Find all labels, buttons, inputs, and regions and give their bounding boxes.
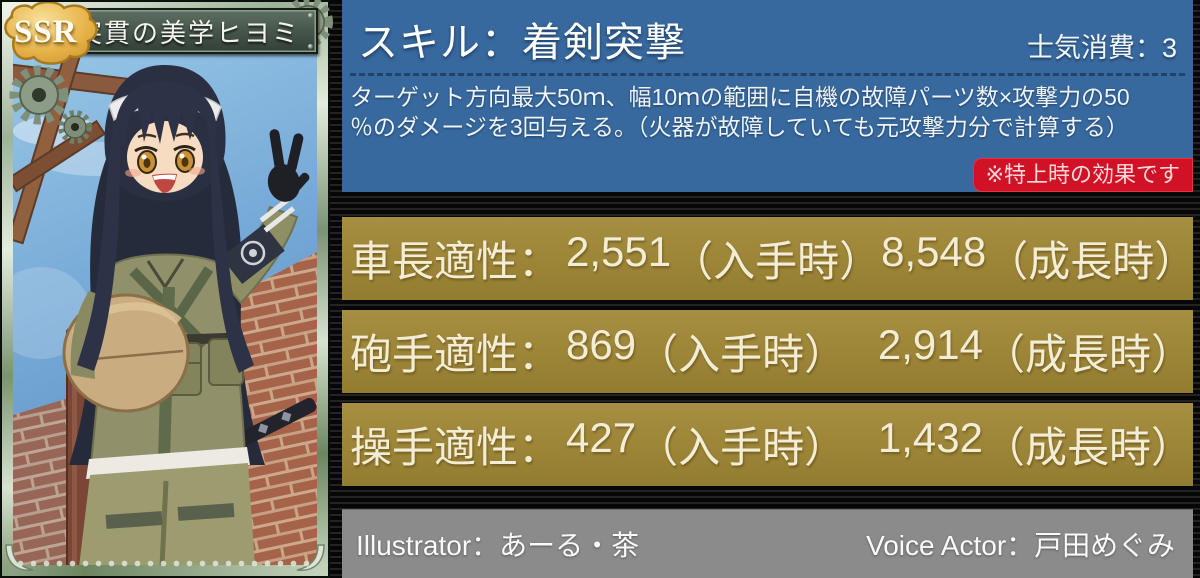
stat-initial-note: （入手時） [636,331,847,378]
character-card[interactable]: 突貫の美学ヒヨミ SSR [0,0,334,578]
stat-grown-group: 2,914 （成長時） [878,321,1193,382]
skill-panel: スキル：着剣突撃 士気消費：3 ターゲット方向最大50ｍ、幅10ｍの範囲に自機の… [342,0,1193,192]
gear-icon [58,110,92,144]
card-title-plate: 突貫の美学ヒヨミ [58,8,318,54]
skill-title: スキル：着剣突撃 [358,21,686,65]
stat-grown-note: （成長時） [986,238,1197,285]
stat-label: 砲手適性： [350,331,561,378]
frame-flourish-icon [5,544,34,571]
stat-initial-group: 427 （入手時） [566,414,878,475]
card-illustration [13,13,317,565]
illustrator-credit: Illustrator：あーる・茶 [356,530,640,561]
stat-row-gunner: 砲手適性： 869 （入手時） 2,914 （成長時） [342,310,1193,393]
stat-grown-value: 2,914 [877,321,983,368]
stat-grown-group: 1,432 （成長時） [878,414,1193,475]
stat-grown-note: （成長時） [982,331,1193,378]
stat-label: 操手適性： [350,424,561,471]
morale-cost: 士気消費：3 [1026,33,1177,63]
stat-initial-note: （入手時） [636,424,847,471]
stat-grown-value: 8,548 [881,228,987,275]
rarity-badge [4,2,98,65]
skill-description: ターゲット方向最大50ｍ、幅10ｍの範囲に自機の故障パーツ数×攻撃力の50 ％の… [342,76,1193,142]
stat-grown-group: 8,548 （成長時） [881,228,1196,289]
stat-initial-group: 2,551 （入手時） [566,228,881,289]
stat-initial-value: 427 [566,414,637,461]
character-artwork [13,13,317,565]
voice-actor-credit: Voice Actor：戸田めぐみ [866,530,1175,561]
stat-label: 車長適性： [350,238,561,285]
stat-grown-value: 1,432 [877,414,983,461]
dashed-divider [350,73,1185,76]
frame-lace-decoration [14,559,316,568]
rarity-label: SSR [14,14,78,50]
card-title: 突貫の美学ヒヨミ [75,17,300,48]
panel-gap [342,300,1193,310]
gear-icon [9,65,69,125]
panel-gap [342,192,1193,217]
skill-info-column: スキル：着剣突撃 士気消費：3 ターゲット方向最大50ｍ、幅10ｍの範囲に自機の… [342,0,1196,578]
panel-gap [342,486,1193,509]
stat-initial-note: （入手時） [671,238,882,285]
frame-flourish-icon [296,544,325,571]
skill-description-line2: ％のダメージを3回与える。（火器が故障していても元攻撃力分で計算する） [350,114,1129,140]
stat-initial-value: 2,551 [566,228,672,275]
stat-initial-value: 869 [566,321,637,368]
stat-row-commander: 車長適性： 2,551 （入手時） 8,548 （成長時） [342,217,1196,300]
stat-initial-group: 869 （入手時） [566,321,878,382]
special-effect-badge: ※特上時の効果です [972,158,1193,192]
panel-gap [342,393,1193,403]
stat-grown-note: （成長時） [982,424,1193,471]
stat-row-driver: 操手適性： 427 （入手時） 1,432 （成長時） [342,403,1193,486]
skill-header: スキル：着剣突撃 士気消費：3 [342,0,1193,68]
skill-description-line1: ターゲット方向最大50ｍ、幅10ｍの範囲に自機の故障パーツ数×攻撃力の50 [350,84,1130,110]
credits-bar: Illustrator：あーる・茶 Voice Actor：戸田めぐみ [342,509,1193,578]
